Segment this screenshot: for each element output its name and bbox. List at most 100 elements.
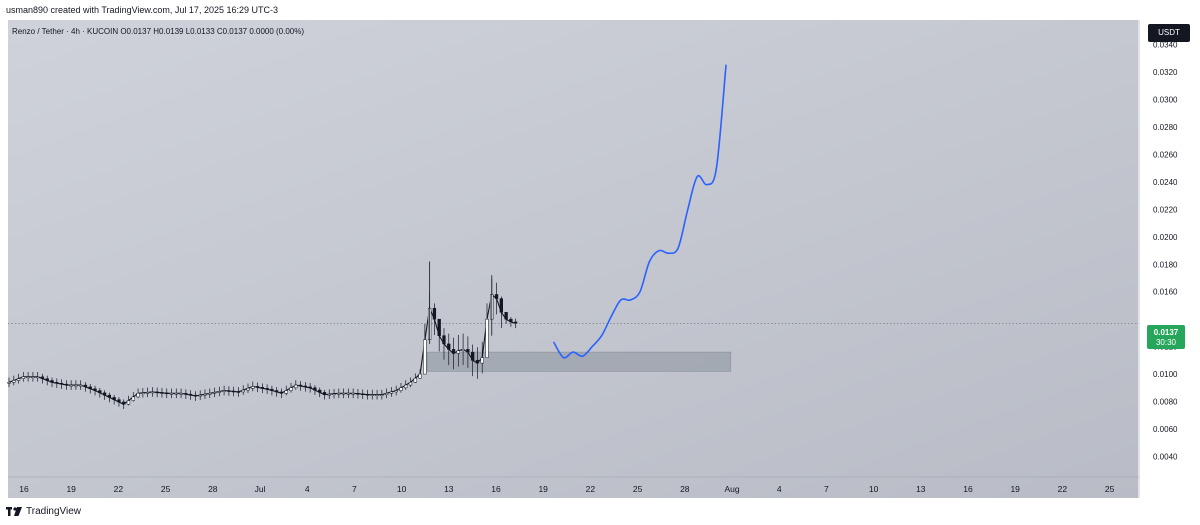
footer-brand[interactable]: TradingView	[6, 506, 81, 517]
current-price-badge: 0.0137 30:30	[1147, 325, 1185, 349]
candle-body	[394, 390, 398, 393]
price-axis[interactable]: 0.0340 0.0320 0.0300 0.0280 0.0260 0.0240 0.02…	[1153, 41, 1178, 462]
candle-body	[59, 382, 64, 385]
brand-label: TradingView	[26, 506, 82, 517]
time-tick-label: 25	[633, 484, 643, 494]
candle-body	[88, 386, 92, 389]
time-tick-label: 7	[824, 484, 829, 494]
candle-body	[12, 380, 16, 383]
candle-body	[64, 383, 69, 386]
candle-body	[313, 387, 317, 391]
candle-body	[423, 339, 427, 375]
time-tick-label: 25	[1105, 484, 1115, 494]
candle-body	[298, 384, 303, 387]
demand-zone[interactable]	[426, 351, 732, 372]
price-tick-label: 0.0280	[1153, 123, 1178, 132]
candle-body	[499, 298, 503, 313]
candle-body	[179, 393, 183, 395]
candle-body	[136, 393, 140, 398]
time-tick-label: 22	[586, 484, 596, 494]
candle-body	[494, 294, 499, 299]
candle-body	[79, 384, 83, 387]
candle-body	[475, 360, 480, 364]
chart-caption: usman890 created with TradingView.com, J…	[6, 5, 278, 15]
candle-body	[7, 382, 11, 384]
candle-body	[203, 393, 207, 396]
price-tick-label: 0.0100	[1153, 370, 1178, 379]
candle-body	[418, 373, 422, 379]
candle-body	[361, 393, 365, 395]
candle-body	[514, 321, 518, 324]
candle-body	[332, 393, 336, 395]
candle-body	[217, 391, 221, 393]
candle-body	[447, 343, 451, 350]
candle-body	[98, 390, 102, 394]
candle-body	[365, 393, 370, 396]
candle-body	[188, 393, 193, 396]
candle-body	[102, 392, 107, 396]
candle-body	[255, 386, 260, 388]
price-tick-label: 0.0320	[1153, 68, 1178, 77]
candle-body	[432, 307, 437, 320]
candle-body	[112, 397, 116, 400]
time-tick-label: 28	[208, 484, 218, 494]
time-tick-label: 10	[397, 484, 407, 494]
candle-body	[227, 390, 231, 392]
time-tick-label: 13	[916, 484, 926, 494]
candle-body	[26, 376, 30, 379]
candle-body	[212, 392, 217, 394]
projection-path[interactable]	[553, 64, 727, 359]
time-tick-label: 10	[869, 484, 879, 494]
candle-body	[456, 350, 460, 354]
candle-body	[155, 391, 159, 394]
candle-body	[399, 387, 403, 391]
candle-body	[222, 390, 226, 392]
candle-body	[341, 393, 346, 395]
candle-body	[303, 385, 308, 388]
candle-body	[198, 394, 202, 397]
time-tick-label: 13	[444, 484, 454, 494]
candle-body	[141, 392, 145, 395]
candle-body	[50, 380, 54, 383]
price-tick-label: 0.0240	[1153, 178, 1178, 187]
time-tick-label: Aug	[724, 484, 739, 494]
currency-button[interactable]: USDT	[1148, 24, 1190, 42]
candle-body	[36, 376, 40, 379]
candle-body	[69, 384, 73, 387]
candle-body	[289, 387, 293, 391]
candle-body	[169, 393, 174, 395]
time-axis[interactable]: 16 19 22 25 28 Jul 4 7 10 13 16 19 22 25 28 Aug 4 7 10 13 16…	[19, 484, 1114, 494]
time-tick-label: 16	[491, 484, 501, 494]
chart-area[interactable]	[8, 20, 1138, 498]
candle-body	[21, 376, 25, 379]
symbol-info: Renzo / Tether · 4h · KUCOIN O0.0137 H0.…	[12, 27, 305, 36]
candle-body	[408, 382, 413, 386]
candle-body	[351, 393, 355, 395]
candle-body	[45, 378, 49, 381]
price-tick-label: 0.0220	[1153, 205, 1178, 214]
candle-body	[208, 393, 212, 395]
candle-body	[31, 376, 35, 379]
candle-body	[322, 392, 327, 395]
candle-body	[275, 390, 279, 393]
time-tick-label: 25	[161, 484, 171, 494]
candle-body	[471, 351, 475, 361]
candle-body	[145, 392, 150, 394]
candle-body	[251, 386, 255, 389]
price-tick-label: 0.0080	[1153, 398, 1178, 407]
candle-body	[437, 318, 441, 336]
candle-body	[150, 391, 155, 394]
candle-body	[404, 384, 408, 389]
candle-body	[480, 357, 484, 364]
time-tick-label: Jul	[255, 484, 266, 494]
time-tick-label: 22	[114, 484, 124, 494]
candle-countdown: 30:30	[1155, 338, 1177, 347]
candle-body	[83, 384, 88, 388]
time-tick-label: 16	[19, 484, 29, 494]
candle-body	[413, 377, 417, 383]
candle-body	[241, 389, 245, 393]
candle-body	[236, 391, 241, 393]
tradingview-logo-icon	[6, 507, 22, 516]
price-tick-label: 0.0300	[1153, 96, 1178, 105]
